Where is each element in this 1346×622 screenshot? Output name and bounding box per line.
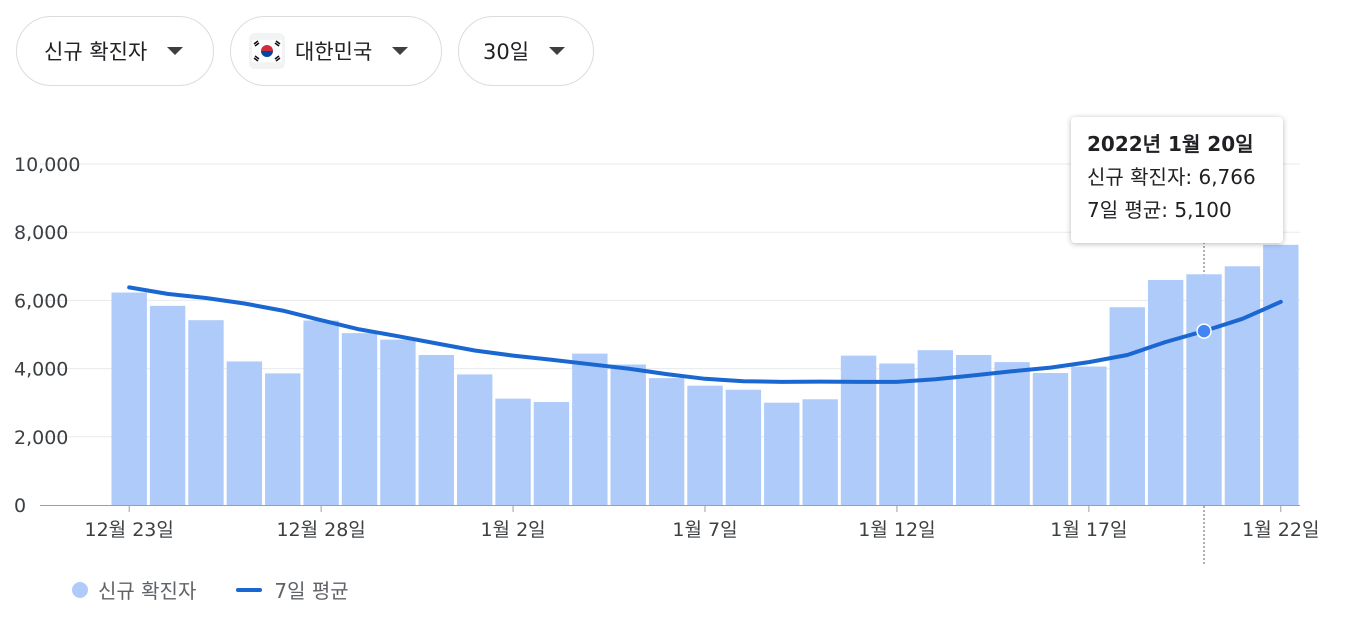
highlight-point xyxy=(1196,323,1212,339)
cases-bar[interactable] xyxy=(725,389,762,505)
legend-cases-swatch xyxy=(72,581,88,598)
cases-bar[interactable] xyxy=(188,320,224,505)
cases-bar[interactable] xyxy=(610,364,646,505)
cases-bar[interactable] xyxy=(456,374,493,505)
y-tick-label: 0 xyxy=(14,495,26,517)
cases-bar[interactable] xyxy=(648,378,685,505)
country-dropdown-label: 대한민국 xyxy=(295,40,373,64)
y-tick-label: 10,000 xyxy=(14,154,80,176)
cases-bar[interactable] xyxy=(572,353,608,505)
legend-cases-label: 신규 확진자 xyxy=(98,579,197,603)
avg-line xyxy=(127,285,1283,384)
metric-dropdown[interactable]: 신규 확진자 xyxy=(16,16,214,86)
cases-bar[interactable] xyxy=(495,398,531,505)
legend-avg-swatch xyxy=(236,587,263,592)
y-tick-label: 6,000 xyxy=(14,290,68,312)
tooltip-avg-label: 7일 평균 xyxy=(1087,198,1162,222)
cases-bar[interactable] xyxy=(111,292,147,505)
range-dropdown[interactable]: 30일 xyxy=(458,16,594,86)
cases-bar[interactable] xyxy=(341,333,378,505)
cases-bar[interactable] xyxy=(956,354,992,505)
metric-dropdown-label: 신규 확진자 xyxy=(44,40,148,64)
cases-bar[interactable] xyxy=(1263,244,1299,505)
cases-bar[interactable] xyxy=(1186,274,1222,505)
chevron-down-icon xyxy=(167,47,184,55)
country-dropdown[interactable]: 대한민국 xyxy=(230,16,442,86)
cases-bar[interactable] xyxy=(226,361,263,505)
x-tick-label: 1월 12일 xyxy=(858,519,935,541)
cases-bar[interactable] xyxy=(1147,279,1184,505)
tooltip-title: 2022년 1월 20일 xyxy=(1087,132,1254,156)
x-tick-label: 1월 2일 xyxy=(480,519,545,541)
y-tick-label: 2,000 xyxy=(14,427,68,449)
chart-legend: 신규 확진자 7일 평균 xyxy=(72,575,349,604)
x-tick-label: 1월 7일 xyxy=(672,519,737,541)
chevron-down-icon xyxy=(392,47,409,55)
tooltip-avg-value: 5,100 xyxy=(1174,198,1232,222)
y-tick-label: 8,000 xyxy=(14,222,68,244)
x-tick-label: 1월 22일 xyxy=(1242,519,1319,541)
cases-bar[interactable] xyxy=(149,305,186,505)
cases-bar[interactable] xyxy=(533,402,570,505)
y-tick-label: 4,000 xyxy=(14,359,68,381)
tooltip-avg-row: 7일 평균: 5,100 xyxy=(1087,198,1232,222)
tooltip-cases-row: 신규 확진자: 6,766 xyxy=(1087,165,1256,189)
x-tick-label: 1월 17일 xyxy=(1050,519,1127,541)
cases-bar[interactable] xyxy=(418,354,454,505)
range-dropdown-label: 30일 xyxy=(483,40,530,64)
legend-avg-label: 7일 평균 xyxy=(274,579,349,603)
chart-tooltip: 2022년 1월 20일 신규 확진자: 6,766 7일 평균: 5,100 xyxy=(1071,117,1283,243)
cases-bar[interactable] xyxy=(1224,266,1261,505)
chevron-down-icon xyxy=(549,47,566,55)
tooltip-cases-label: 신규 확진자 xyxy=(1087,165,1186,189)
cases-bar[interactable] xyxy=(764,402,800,505)
x-tick-label: 12월 28일 xyxy=(276,519,365,541)
cases-bar[interactable] xyxy=(917,350,954,505)
tooltip-cases-value: 6,766 xyxy=(1198,165,1256,189)
cases-bar[interactable] xyxy=(879,363,915,505)
korea-flag-icon xyxy=(249,33,285,69)
cases-bar[interactable] xyxy=(380,339,416,505)
cases-bar[interactable] xyxy=(802,399,838,505)
cases-bar[interactable] xyxy=(687,385,723,505)
cases-bar[interactable] xyxy=(265,373,301,505)
cases-bar[interactable] xyxy=(840,355,877,505)
cases-bar[interactable] xyxy=(303,320,339,505)
cases-bar[interactable] xyxy=(1032,373,1069,505)
x-tick-label: 12월 23일 xyxy=(85,519,174,541)
cases-bar[interactable] xyxy=(994,362,1030,505)
cases-bar[interactable] xyxy=(1109,307,1145,505)
cases-bar[interactable] xyxy=(1071,366,1107,505)
